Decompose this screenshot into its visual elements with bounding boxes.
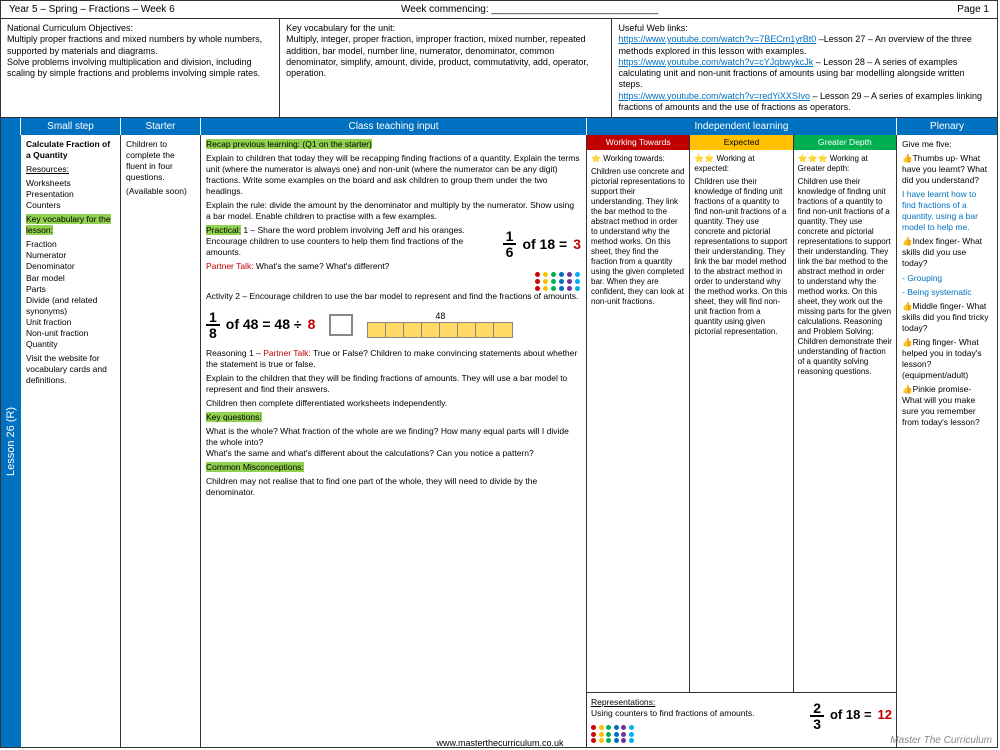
header-teaching: Class teaching input xyxy=(201,118,587,135)
rep-text: Using counters to find fractions of amou… xyxy=(591,708,754,718)
vocab-cell: Key vocabulary for the unit: Multiply, i… xyxy=(280,19,612,117)
ex-cell: ⭐⭐ Working at expected: Children use the… xyxy=(690,150,793,692)
header-small-step: Small step xyxy=(21,118,121,135)
teach-p2: Explain the rule: divide the amount by t… xyxy=(206,200,581,222)
practical-h: Practical: xyxy=(206,225,241,235)
answer-box xyxy=(329,314,353,336)
header-blank xyxy=(1,118,21,135)
partner-talk-1: Partner Talk: xyxy=(206,261,254,271)
independent-col: Working Towards Expected Greater Depth ⭐… xyxy=(587,135,897,747)
vocab-title: Key vocabulary for the unit: xyxy=(286,23,395,33)
link-1[interactable]: https://www.youtube.com/watch?v=7BECm1yr… xyxy=(618,34,816,44)
counters-vis-1 xyxy=(535,272,581,291)
cm-h: Common Misconceptions: xyxy=(206,462,304,472)
teach-p4: Activity 2 – Encourage children to use t… xyxy=(206,291,581,302)
header-independent: Independent learning xyxy=(587,118,897,135)
wt-header: Working Towards xyxy=(587,135,690,150)
body-row: Lesson 26 (R) Calculate Fraction of a Qu… xyxy=(1,135,997,747)
teach-p3b: What's the same? What's different? xyxy=(254,261,390,271)
gd-header: Greater Depth xyxy=(794,135,896,150)
teach-p6: Explain to the children that they will b… xyxy=(206,373,581,395)
resources-list: Worksheets Presentation Counters xyxy=(26,178,115,211)
key-vocab-list: Fraction Numerator Denominator Bar model… xyxy=(26,239,115,349)
week-commencing: Week commencing: _______________________… xyxy=(401,4,891,15)
resources-h: Resources: xyxy=(26,164,69,174)
links-cell: Useful Web links: https://www.youtube.co… xyxy=(612,19,997,117)
kq-h: Key questions: xyxy=(206,412,262,422)
starter-col: Children to complete the fluent in four … xyxy=(121,135,201,747)
teach-p5: Reasoning 1 – xyxy=(206,348,263,358)
equation-1: 16 of 18 = 3 xyxy=(503,229,581,259)
info-row: National Curriculum Objectives: Multiply… xyxy=(1,19,997,118)
page-number: Page 1 xyxy=(891,4,989,15)
header-starter: Starter xyxy=(121,118,201,135)
key-vocab-h: Key vocabulary for the lesson: xyxy=(26,214,111,235)
kq-text: What is the whole? What fraction of the … xyxy=(206,426,581,459)
ind-header: Working Towards Expected Greater Depth xyxy=(587,135,896,150)
teaching-col: Recap previous learning: (Q1 on the star… xyxy=(201,135,587,747)
rep-h: Representations: xyxy=(591,697,655,707)
small-step-col: Calculate Fraction of a Quantity Resourc… xyxy=(21,135,121,747)
objectives-text: Multiply proper fractions and mixed numb… xyxy=(7,34,262,78)
small-step-title: Calculate Fraction of a Quantity xyxy=(26,139,115,161)
lesson-sidebar: Lesson 26 (R) xyxy=(1,135,21,747)
top-bar: Year 5 – Spring – Fractions – Week 6 Wee… xyxy=(1,1,997,19)
rep-equation: 23 of 18 = 12 xyxy=(810,701,892,731)
vocab-text: Multiply, integer, proper fraction, impr… xyxy=(286,34,588,78)
cm-text: Children may not realise that to find on… xyxy=(206,476,581,498)
header-plenary: Plenary xyxy=(897,118,997,135)
plenary-col: Give me five: 👍Thumbs up- What have you … xyxy=(897,135,997,747)
teach-p1: Explain to children that today they will… xyxy=(206,153,581,197)
link-3[interactable]: https://www.youtube.com/watch?v=redYiXXS… xyxy=(618,91,810,101)
vocab-note: Visit the website for vocabulary cards a… xyxy=(26,353,115,386)
equation-2: 18 of 48 = 48 ÷ 8 xyxy=(206,310,315,340)
teach-p7: Children then complete differentiated wo… xyxy=(206,398,581,409)
objectives-title: National Curriculum Objectives: xyxy=(7,23,133,33)
title: Year 5 – Spring – Fractions – Week 6 xyxy=(9,4,401,15)
teach-p3a: 1 – Share the word problem involving Jef… xyxy=(206,225,465,257)
plen-ans1: I have learnt how to find fractions of a… xyxy=(902,189,992,233)
starter-avail: (Available soon) xyxy=(126,186,195,197)
section-header-row: Small step Starter Class teaching input … xyxy=(1,118,997,135)
brand-logo: Master The Curriculum xyxy=(890,735,992,746)
footer-url: www.masterthecurriculum.co.uk xyxy=(0,738,1000,748)
wt-cell: ⭐ Working towards: Children use concrete… xyxy=(587,150,690,692)
recap-h: Recap previous learning: (Q1 on the star… xyxy=(206,139,372,149)
starter-text: Children to complete the fluent in four … xyxy=(126,139,195,183)
link-2[interactable]: https://www.youtube.com/watch?v=cYJqbwyk… xyxy=(618,57,813,67)
gd-cell: ⭐⭐⭐ Working at Greater depth: Children u… xyxy=(794,150,896,692)
ind-body: ⭐ Working towards: Children use concrete… xyxy=(587,150,896,692)
objectives-cell: National Curriculum Objectives: Multiply… xyxy=(1,19,280,117)
ex-header: Expected xyxy=(690,135,793,150)
partner-talk-2: Partner Talk: xyxy=(263,348,311,358)
lesson-plan-page: Year 5 – Spring – Fractions – Week 6 Wee… xyxy=(0,0,998,748)
links-title: Useful Web links: xyxy=(618,23,687,33)
plen-h: Give me five: xyxy=(902,139,992,150)
bar-model-vis: 48 xyxy=(367,311,513,339)
